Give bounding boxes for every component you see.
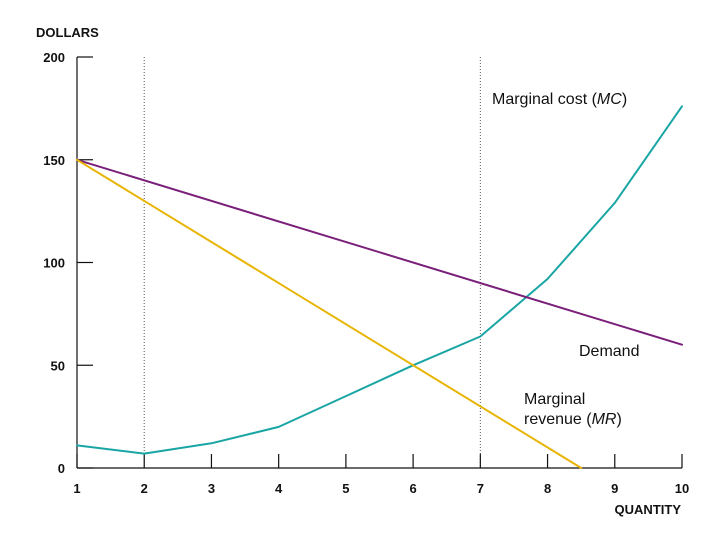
y-tick-label-100: 100 xyxy=(43,256,65,271)
vertical-guides xyxy=(143,57,481,468)
y-tick-label-50: 50 xyxy=(51,358,65,373)
x-tick-label-3: 3 xyxy=(208,481,215,496)
series-label-marginal-cost-mc-line-1: Marginal cost (MC) xyxy=(492,91,627,108)
series-label-marginal-revenue-mr-line-2: revenue (MR) xyxy=(524,411,622,428)
series-layer xyxy=(76,105,683,469)
x-axis-label: QUANTITY xyxy=(615,502,682,517)
x-tick-label-1: 1 xyxy=(73,481,80,496)
series-label-demand-line-1: Demand xyxy=(579,343,639,360)
x-tick-label-8: 8 xyxy=(544,481,551,496)
y-tick-label-150: 150 xyxy=(43,153,65,168)
y-tick-label-0: 0 xyxy=(58,461,65,476)
x-tick-label-4: 4 xyxy=(275,481,283,496)
series-line-marginal-cost-mc xyxy=(76,105,683,455)
y-tick-label-200: 200 xyxy=(43,50,65,65)
x-tick-label-6: 6 xyxy=(409,481,416,496)
x-tick-label-2: 2 xyxy=(141,481,148,496)
x-tick-label-7: 7 xyxy=(477,481,484,496)
y-axis-label: DOLLARS xyxy=(36,25,99,40)
series-line-demand xyxy=(76,158,683,346)
x-tick-label-10: 10 xyxy=(675,481,689,496)
x-tick-label-5: 5 xyxy=(342,481,349,496)
series-labels: Marginal cost (MC) Demand Marginal revenue … xyxy=(492,91,639,428)
series-label-marginal-revenue-mr-line-1: Marginal xyxy=(524,391,585,408)
x-tick-label-9: 9 xyxy=(611,481,618,496)
axes: 0 50 100 150 200 1 2 3 4 5 6 7 8 9 10 xyxy=(43,50,689,496)
series-line-marginal-revenue-mr xyxy=(76,158,583,469)
